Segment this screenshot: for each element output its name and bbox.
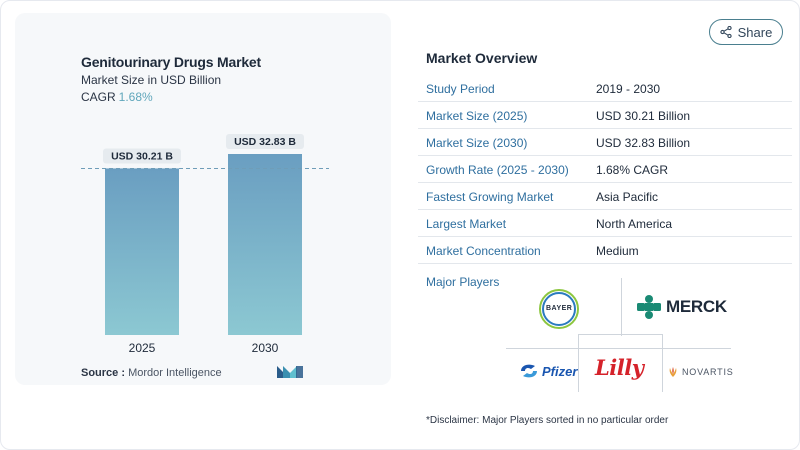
overview-key: Market Size (2030) xyxy=(426,136,528,150)
source-value: Mordor Intelligence xyxy=(128,367,222,379)
market-overview-table: Study Period 2019 - 2030 Market Size (202… xyxy=(418,75,792,264)
novartis-logo-icon xyxy=(669,367,677,377)
grid-divider xyxy=(506,348,731,349)
merck-logo-text: MERCK xyxy=(666,297,727,316)
grid-divider xyxy=(662,334,663,392)
overview-row: Market Size (2025) USD 30.21 Billion xyxy=(418,102,792,129)
overview-value: 1.68% CAGR xyxy=(596,163,669,177)
share-label: Share xyxy=(737,24,773,40)
bar-chart: USD 30.21 B 2025 USD 32.83 B 2030 xyxy=(81,134,329,355)
overview-key: Market Size (2025) xyxy=(426,109,528,123)
overview-row: Largest Market North America xyxy=(418,210,792,237)
novartis-logo-text: NOVARTIS xyxy=(682,367,734,377)
lilly-logo: Lilly xyxy=(595,355,644,380)
bayer-logo-text-horizontal: BAYER xyxy=(546,305,573,312)
major-players-label: Major Players xyxy=(426,275,500,289)
x-tick-label: 2030 xyxy=(252,341,279,355)
novartis-logo: NOVARTIS xyxy=(667,366,734,378)
overview-key: Market Concentration xyxy=(426,244,541,258)
chart-title: Genitourinary Drugs Market xyxy=(81,54,261,70)
overview-row: Growth Rate (2025 - 2030) 1.68% CAGR xyxy=(418,156,792,183)
source-label: Source : xyxy=(81,367,126,379)
data-label: USD 30.21 B xyxy=(111,150,173,162)
grid-divider xyxy=(578,334,663,335)
disclaimer: *Disclaimer: Major Players sorted in no … xyxy=(426,415,669,426)
market-overview-title: Market Overview xyxy=(426,50,538,66)
pfizer-logo: Pfizer xyxy=(519,362,577,380)
overview-row: Market Concentration Medium xyxy=(418,237,792,264)
overview-value: 2019 - 2030 xyxy=(596,82,661,96)
overview-value: USD 32.83 Billion xyxy=(596,136,691,150)
cagr-label: CAGR xyxy=(81,90,116,104)
overview-value: USD 30.21 Billion xyxy=(596,109,691,123)
overview-row: Fastest Growing Market Asia Pacific xyxy=(418,183,792,210)
overview-value: Medium xyxy=(596,244,639,258)
bayer-logo-icon: BAYER xyxy=(539,289,579,329)
grid-divider xyxy=(578,334,579,392)
x-tick-label: 2025 xyxy=(129,341,156,355)
data-label-background xyxy=(226,134,304,149)
chart-subtitle: Market Size in USD Billion xyxy=(81,73,222,87)
merck-logo: MERCK xyxy=(637,295,727,319)
overview-row: Market Size (2030) USD 32.83 Billion xyxy=(418,129,792,156)
bar-2030 xyxy=(228,154,302,335)
pfizer-logo-icon xyxy=(521,364,537,378)
bar-2025 xyxy=(105,168,179,335)
overview-row: Study Period 2019 - 2030 xyxy=(418,75,792,102)
chart-card xyxy=(15,13,391,385)
source-line: Source : Mordor Intelligence xyxy=(81,367,222,379)
overview-key: Growth Rate (2025 - 2030) xyxy=(426,163,569,177)
overview-value: North America xyxy=(596,217,673,231)
merck-logo-icon xyxy=(637,295,661,319)
mordor-intelligence-logo-icon xyxy=(277,366,303,378)
data-label-background xyxy=(103,148,181,164)
share-button[interactable]: Share xyxy=(709,19,783,45)
overview-key: Fastest Growing Market xyxy=(426,190,554,204)
data-label: USD 32.83 B xyxy=(234,136,296,148)
cagr-line: CAGR 1.68% xyxy=(81,90,153,104)
overview-key: Largest Market xyxy=(426,217,507,231)
overview-value: Asia Pacific xyxy=(596,190,659,204)
pfizer-logo-text: Pfizer xyxy=(542,363,578,379)
cagr-value: 1.68% xyxy=(118,90,153,104)
grid-divider xyxy=(621,278,622,336)
share-icon xyxy=(719,26,732,38)
overview-key: Study Period xyxy=(426,82,495,96)
